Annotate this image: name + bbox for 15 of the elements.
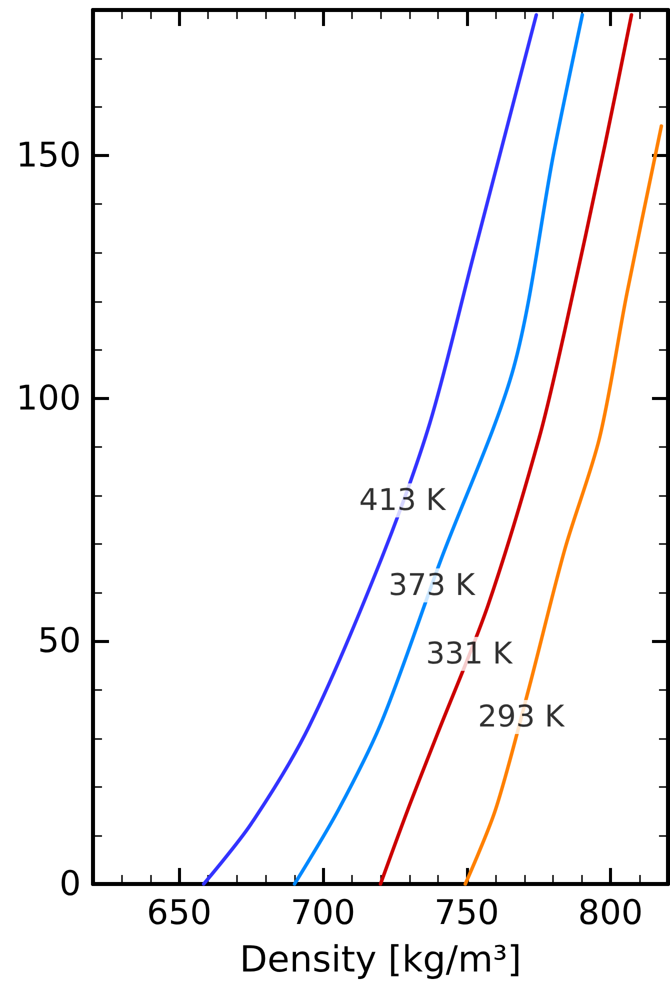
y-tick-label: 50 [38,621,81,662]
annotation: 293 K [478,699,566,734]
annotation: 373 K [388,568,476,603]
y-tick-label: 100 [16,378,81,418]
y-tick-label: 150 [16,136,81,176]
line-series [292,13,584,886]
line-series [202,13,538,886]
annotation: 331 K [426,636,514,672]
x-axis-title: Density [kg/m³] [240,940,522,980]
x-tick-label: 800 [578,893,643,933]
x-tick-label: 750 [434,893,500,933]
annotation: 413 K [359,482,447,518]
x-tick-label: 650 [146,893,212,933]
y-tick-label: 0 [59,864,81,904]
x-tick-label: 700 [290,893,356,933]
